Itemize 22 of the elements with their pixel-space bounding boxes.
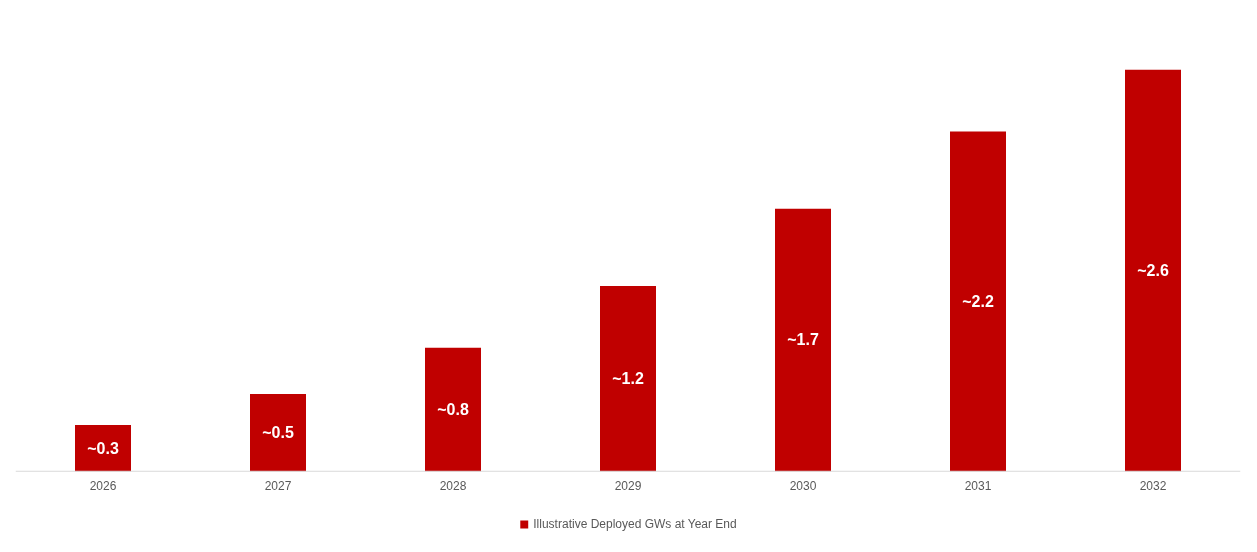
data-label: ~0.3	[87, 439, 119, 457]
bar	[425, 347, 481, 472]
bar	[950, 131, 1006, 472]
bar	[775, 208, 831, 472]
data-label: ~0.5	[262, 424, 294, 442]
data-label: ~1.2	[612, 370, 644, 388]
bar	[1125, 69, 1181, 472]
legend-label: Illustrative Deployed GWs at Year End	[533, 517, 737, 531]
data-label: ~1.7	[787, 331, 819, 349]
x-tick-label: 2028	[439, 478, 467, 493]
x-tick-label: 2031	[964, 478, 992, 493]
x-tick-label: 2030	[789, 478, 817, 493]
data-label: ~0.8	[437, 400, 469, 418]
x-tick-label: 2029	[614, 478, 642, 493]
x-tick-label: 2027	[264, 478, 292, 493]
data-label: ~2.6	[1137, 262, 1169, 279]
bar	[75, 424, 131, 472]
data-label: ~2.2	[962, 292, 994, 310]
bar	[250, 394, 306, 472]
bar	[600, 285, 656, 472]
x-tick-label: 2032	[1139, 478, 1167, 493]
x-tick-label: 2026	[89, 478, 117, 493]
